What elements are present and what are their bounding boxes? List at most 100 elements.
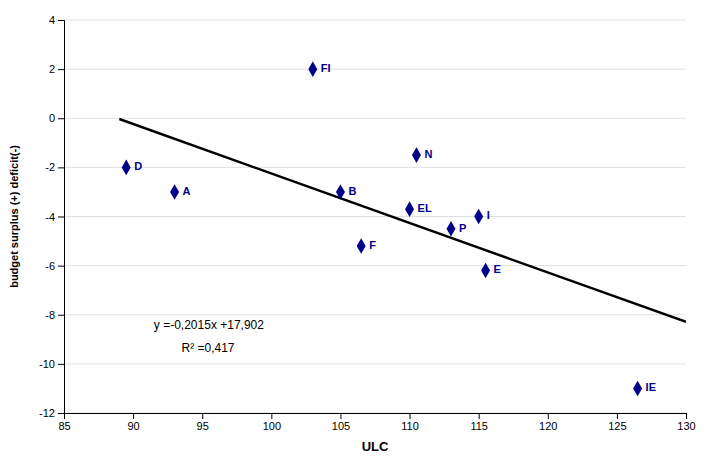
- tick: 105: [332, 413, 350, 432]
- tick: -4: [45, 211, 64, 223]
- point: [122, 160, 131, 176]
- point: [357, 238, 366, 254]
- point: [170, 184, 179, 200]
- point-label: F: [369, 239, 376, 251]
- tick: 110: [401, 413, 419, 432]
- tick: 125: [608, 413, 626, 432]
- tick-label: -10: [39, 358, 55, 370]
- plot-marks: [119, 61, 686, 396]
- grid-line: [64, 363, 686, 364]
- y-axis-title: budget surplus (+) deficit(-): [8, 145, 20, 288]
- point-label: I: [487, 209, 490, 221]
- grid-line: [64, 20, 686, 21]
- grid-line: [64, 265, 686, 266]
- tick: 85: [58, 413, 70, 432]
- grid-line: [64, 118, 686, 119]
- point: [336, 184, 345, 200]
- tick-label: -8: [45, 309, 55, 321]
- tick-label: 105: [332, 420, 350, 432]
- point-label: FI: [321, 62, 331, 74]
- tick-mark: [58, 266, 64, 267]
- tick-label: 95: [197, 420, 209, 432]
- trendline: [119, 119, 686, 322]
- tick-mark: [410, 413, 411, 419]
- tick-label: 130: [677, 420, 695, 432]
- axis-line: [58, 21, 65, 414]
- annotation: R² =0,417: [181, 341, 234, 355]
- tick: -10: [39, 358, 64, 370]
- tick-mark: [548, 413, 549, 419]
- point: [474, 209, 483, 225]
- tick-mark: [58, 20, 64, 21]
- tick-mark: [686, 413, 687, 419]
- point: [308, 61, 317, 77]
- x-axis: 85 90 95 100 105 110 115 120 125 130: [58, 413, 695, 432]
- tick-mark: [617, 413, 618, 419]
- tick: -2: [45, 161, 64, 173]
- point: [447, 221, 456, 237]
- grid: [64, 20, 686, 413]
- tick-label: 115: [470, 420, 488, 432]
- point-label: B: [348, 185, 356, 197]
- tick-label: 90: [127, 420, 139, 432]
- tick-mark: [271, 413, 272, 419]
- tick-mark: [340, 413, 341, 419]
- tick: 4: [49, 14, 64, 26]
- tick-label: 100: [263, 420, 281, 432]
- point-label: EL: [418, 202, 432, 214]
- tick-mark: [202, 413, 203, 419]
- grid-line: [64, 216, 686, 217]
- tick-mark: [58, 315, 64, 316]
- tick-label: -12: [39, 407, 55, 419]
- tick-label: -6: [45, 260, 55, 272]
- grid-line: [64, 167, 686, 168]
- point-labels: DAFIBFELNPIEIE: [134, 62, 656, 393]
- axis-line: [65, 414, 687, 420]
- tick: 0: [49, 112, 64, 124]
- point-label: N: [424, 148, 432, 160]
- tick-label: -2: [45, 161, 55, 173]
- point-label: P: [459, 222, 466, 234]
- annotation: y =-0,2015x +17,902: [154, 318, 264, 332]
- point: [481, 263, 490, 279]
- tick-label: 125: [608, 420, 626, 432]
- tick-mark: [58, 217, 64, 218]
- point-label: E: [494, 263, 501, 275]
- y-axis: -12 -10 -8 -6 -4 -2 0 2 4: [39, 14, 64, 419]
- grid-line: [64, 69, 686, 70]
- tick-mark: [58, 364, 64, 365]
- tick-mark: [58, 69, 64, 70]
- x-axis-title: ULC: [362, 439, 389, 454]
- tick: 130: [677, 413, 695, 432]
- tick-label: 85: [58, 420, 70, 432]
- tick: 95: [197, 413, 209, 432]
- point: [633, 381, 642, 397]
- point: [412, 147, 421, 163]
- tick-label: 2: [49, 63, 55, 75]
- point-label: A: [183, 185, 191, 197]
- grid-line: [64, 314, 686, 315]
- tick-mark: [479, 413, 480, 419]
- tick-label: 110: [401, 420, 419, 432]
- point-label: IE: [646, 381, 656, 393]
- tick-mark: [133, 413, 134, 419]
- tick-mark: [58, 413, 64, 414]
- tick: -8: [45, 309, 64, 321]
- tick: 115: [470, 413, 488, 432]
- tick: 120: [539, 413, 557, 432]
- tick: 90: [127, 413, 139, 432]
- tick-label: -4: [45, 211, 55, 223]
- tick-mark: [58, 167, 64, 168]
- tick-label: 0: [49, 112, 55, 124]
- tick: -6: [45, 260, 64, 272]
- point: [405, 201, 414, 217]
- tick-label: 4: [49, 14, 55, 26]
- tick-mark: [58, 118, 64, 119]
- tick: 2: [49, 63, 64, 75]
- tick: 100: [263, 413, 281, 432]
- chart: 859095100105110115120125130-12-10-8-6-4-…: [0, 0, 711, 463]
- point-label: D: [134, 160, 142, 172]
- tick: -12: [39, 407, 64, 419]
- annotations: y =-0,2015x +17,902 R² =0,417: [154, 318, 264, 354]
- tick-label: 120: [539, 420, 557, 432]
